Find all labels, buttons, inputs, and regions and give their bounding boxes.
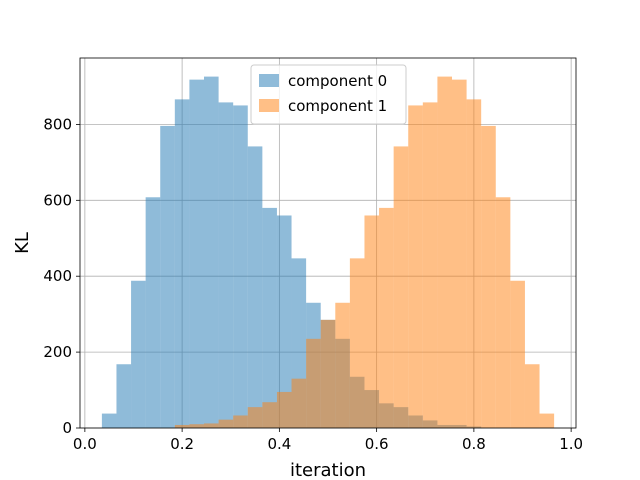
legend-label: component 0 (288, 72, 387, 90)
histogram-bar-series-0 (276, 215, 292, 428)
histogram-bars (101, 76, 555, 429)
histogram-bar-series-1 (335, 302, 350, 428)
histogram-bar-series-1 (539, 413, 555, 428)
histogram-bar-series-0 (101, 413, 117, 428)
x-tick-label: 1.0 (559, 435, 583, 453)
histogram-bar-series-0 (189, 79, 204, 428)
histogram-bar-series-1 (510, 280, 525, 428)
histogram-bar-series-0 (262, 207, 277, 428)
histogram-bar-series-1 (379, 207, 394, 428)
legend-box (250, 64, 407, 125)
x-tick-label: 0.0 (73, 435, 97, 453)
histogram-bar-series-0 (145, 197, 161, 428)
x-axis-title: iteration (290, 460, 366, 480)
histogram-bar-series-1 (291, 378, 307, 428)
histogram-bar-series-1 (189, 424, 204, 428)
x-tick-label: 0.8 (462, 435, 486, 453)
histogram-bar-series-1 (174, 424, 190, 428)
legend-label: component 1 (288, 97, 387, 115)
histogram-bar-series-1 (364, 215, 380, 428)
x-tick-label: 0.2 (170, 435, 194, 453)
histogram-bar-series-1 (466, 99, 482, 428)
histogram-bar-series-1 (408, 105, 423, 428)
histogram-bar-series-1 (320, 319, 336, 428)
histogram-bar-series-1 (393, 146, 409, 428)
histogram-bar-series-1 (233, 415, 248, 428)
histogram-bar-series-0 (218, 102, 234, 429)
histogram-bar-series-0 (204, 76, 219, 428)
histogram-bar-series-0 (174, 99, 190, 428)
histogram-bar-series-1 (218, 419, 234, 428)
histogram-bar-series-1 (481, 125, 496, 428)
y-axis-title: KL (12, 232, 33, 254)
histogram-bar-series-0 (131, 280, 146, 428)
histogram-bar-series-1 (276, 391, 292, 428)
legend-swatch (259, 74, 279, 87)
histogram-bar-series-1 (524, 364, 540, 428)
x-tick-label: 0.4 (267, 435, 291, 453)
y-tick-label: 600 (43, 191, 72, 209)
axis-ticks: 0.0 0.2 0.4 0.6 0.8 1.0 0 200 400 600 800 (43, 115, 583, 453)
histogram-bar-series-1 (204, 423, 219, 428)
histogram-bar-series-1 (306, 338, 321, 428)
histogram-bar-series-1 (422, 102, 438, 429)
histogram-bar-series-1 (452, 79, 467, 428)
y-tick-label: 200 (43, 343, 72, 361)
legend-swatch (259, 99, 279, 112)
histogram-bar-series-0 (160, 125, 175, 428)
histogram-bar-series-1 (437, 76, 452, 428)
histogram-bar-series-0 (116, 364, 132, 428)
plot-frame (79, 57, 577, 429)
y-tick-label: 400 (43, 267, 72, 285)
y-tick-label: 0 (62, 419, 72, 437)
histogram-bar-series-1 (262, 402, 277, 428)
y-tick-label: 800 (43, 115, 72, 133)
x-tick-label: 0.6 (365, 435, 389, 453)
histogram-bar-series-0 (233, 105, 248, 428)
legend: component 0 component 1 (250, 64, 407, 125)
histogram-bar-series-1 (247, 407, 263, 428)
histogram-bar-series-1 (349, 258, 365, 428)
histogram-bar-series-0 (247, 146, 263, 428)
histogram-bar-series-1 (495, 197, 511, 428)
